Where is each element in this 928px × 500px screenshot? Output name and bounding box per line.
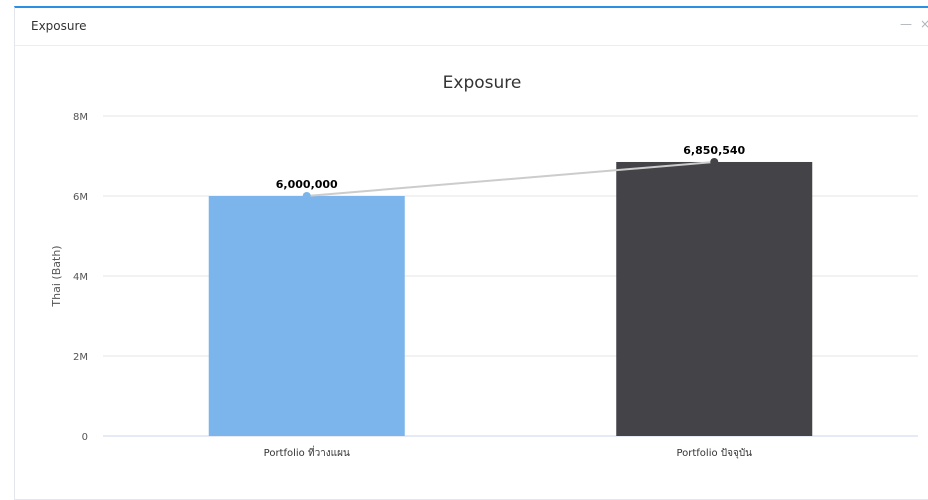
x-category-label: Portfolio ที่วางแผน [264, 445, 350, 459]
panel-title: Exposure [31, 19, 87, 33]
y-tick-label: 0 [82, 432, 88, 443]
minimize-icon[interactable]: — [900, 17, 912, 31]
y-axis-label: Thai (Bath) [50, 245, 63, 307]
line-point[interactable] [302, 192, 311, 200]
line-point[interactable] [710, 157, 719, 166]
data-label: 6,850,540 [683, 144, 745, 157]
x-category-label: Portfolio ปัจจุบัน [676, 448, 752, 459]
panel-header: Exposure — × [15, 8, 928, 46]
y-tick-label: 2M [73, 352, 88, 363]
y-tick-label: 4M [73, 272, 88, 283]
data-label: 6,000,000 [276, 178, 338, 191]
chart-title: Exposure [443, 73, 522, 93]
bar[interactable] [616, 161, 813, 436]
series-line [306, 160, 715, 197]
y-tick-label: 6M [73, 192, 88, 203]
bar[interactable] [208, 196, 405, 436]
close-icon[interactable]: × [919, 17, 928, 31]
y-tick-label: 8M [73, 112, 88, 123]
